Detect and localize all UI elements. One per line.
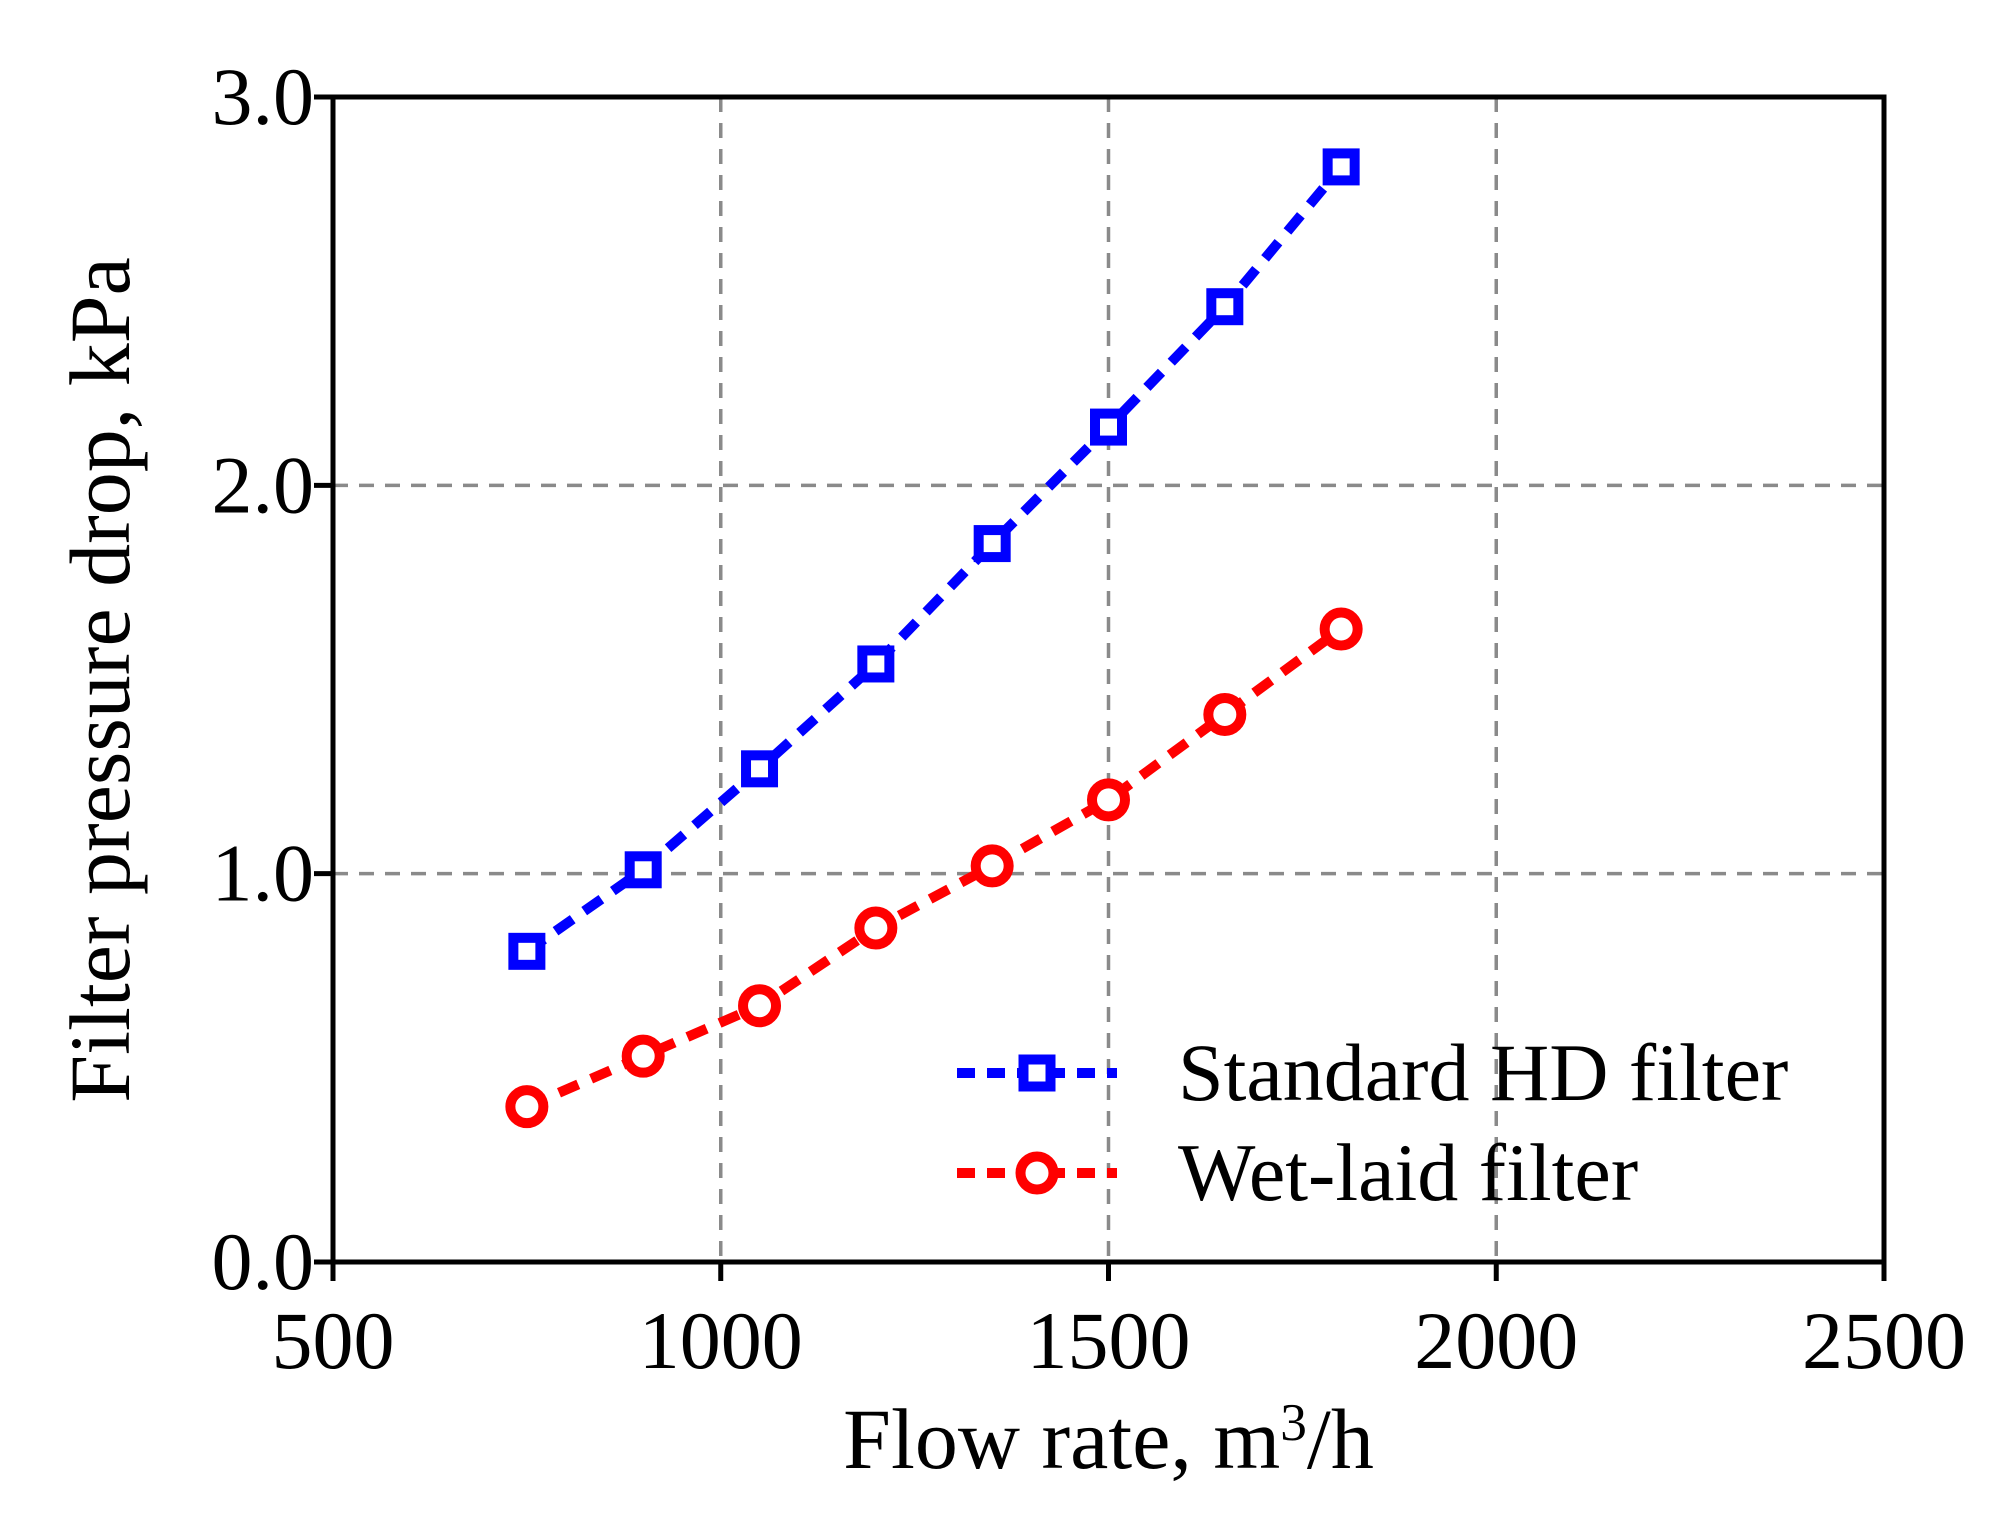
series-line-0 — [524, 163, 1345, 956]
y-tick-label-0: 0.0 — [212, 1216, 315, 1307]
series-0-point-1500-square-marker — [1090, 408, 1127, 446]
series-1-point-1200-circle-marker — [854, 906, 898, 950]
x-tick-label-1500: 1500 — [1027, 1295, 1191, 1386]
series-1-point-1800-circle-marker — [1319, 607, 1363, 651]
series-1-point-1650-circle-marker — [1203, 692, 1247, 736]
series-0-point-1050-square-marker — [741, 750, 779, 788]
series-0-point-1800-square-marker — [1322, 148, 1360, 186]
legend-label-standard-hd-filter: Standard HD filter — [1178, 1027, 1789, 1118]
x-tick-label-2000: 2000 — [1414, 1295, 1578, 1386]
series-0-point-1200-square-marker — [857, 645, 895, 683]
legend-key-0-square-marker — [1018, 1054, 1056, 1092]
series-0-point-750-square-marker — [508, 932, 546, 970]
y-tick-label-1: 1.0 — [212, 828, 315, 919]
series-1-point-900-circle-marker — [621, 1034, 665, 1078]
series-1-point-750-circle-marker — [505, 1085, 549, 1129]
x-tick-label-2500: 2500 — [1802, 1295, 1966, 1386]
series-0-point-900-square-marker — [624, 851, 662, 889]
x-tick-label-500: 500 — [272, 1295, 395, 1386]
x-axis-title: Flow rate, m3/h — [333, 1396, 1884, 1482]
x-axis-title-superscript: 3 — [1280, 1392, 1307, 1453]
series-0-point-1650-square-marker — [1206, 288, 1244, 326]
y-axis-title: Filter pressure drop, kPa — [52, 257, 148, 1103]
x-axis-title-text: Flow rate, m — [843, 1391, 1281, 1487]
series-1-point-1350-circle-marker — [970, 844, 1014, 888]
series-1-point-1050-circle-marker — [738, 984, 782, 1028]
y-tick-label-3: 3.0 — [212, 51, 315, 142]
y-tick-label-2: 2.0 — [212, 439, 315, 530]
series-1-point-1500-circle-marker — [1087, 778, 1130, 822]
series-0-point-1350-square-marker — [973, 525, 1011, 563]
x-axis-title-unit: /h — [1306, 1391, 1374, 1487]
x-tick-label-1000: 1000 — [639, 1295, 803, 1386]
legend-key-1-circle-marker — [1015, 1151, 1059, 1195]
legend-label-wet-laid-filter: Wet-laid filter — [1178, 1127, 1639, 1218]
